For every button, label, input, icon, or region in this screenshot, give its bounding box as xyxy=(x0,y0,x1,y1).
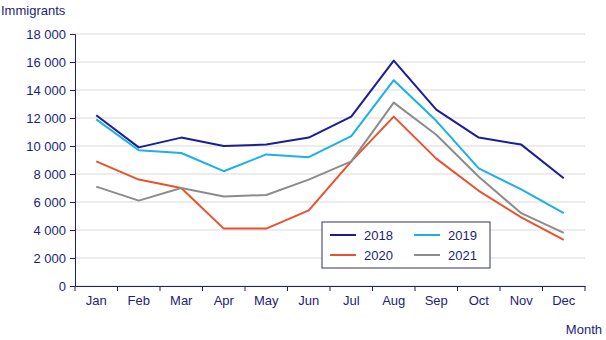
y-tick-label: 2 000 xyxy=(33,251,66,266)
x-tick: Aug xyxy=(382,286,405,308)
y-tick: 2 000 xyxy=(33,251,75,266)
x-tick-label: Jun xyxy=(298,293,319,308)
y-tick: 16 000 xyxy=(26,55,75,70)
y-tick: 8 000 xyxy=(33,167,75,182)
series-line xyxy=(96,117,564,240)
legend-label: 2021 xyxy=(448,248,477,263)
y-tick: 4 000 xyxy=(33,223,75,238)
plot-area: 0 2 000 4 000 6 000 8 000 10 000 12 000 14 000 1… xyxy=(26,27,585,309)
legend-swatch xyxy=(414,254,440,256)
x-tick: Feb xyxy=(128,286,150,308)
lines xyxy=(96,61,564,240)
x-tick: Mar xyxy=(170,286,193,308)
x-boundary-tick xyxy=(372,286,373,291)
y-tick: 14 000 xyxy=(26,83,75,98)
x-tick-label: Apr xyxy=(214,293,235,308)
x-boundary-tick xyxy=(500,286,501,291)
y-tick-mark xyxy=(70,230,75,231)
x-tick: Jul xyxy=(343,286,360,308)
x-boundary-tick xyxy=(202,286,203,291)
x-tick: Nov xyxy=(510,286,534,308)
y-axis: 0 2 000 4 000 6 000 8 000 10 000 12 000 14 000 1… xyxy=(26,27,75,294)
x-tick-label: Oct xyxy=(469,293,490,308)
x-tick: May xyxy=(254,286,279,308)
y-tick-label: 6 000 xyxy=(33,195,66,210)
y-tick-label: 8 000 xyxy=(33,167,66,182)
y-tick: 0 xyxy=(59,279,75,294)
y-tick: 12 000 xyxy=(26,111,75,126)
legend-label: 2019 xyxy=(448,228,477,243)
x-tick-label: Mar xyxy=(170,293,193,308)
x-tick: Jun xyxy=(298,286,319,308)
grid-line xyxy=(75,118,585,119)
x-boundary-tick xyxy=(415,286,416,291)
x-tick-label: Dec xyxy=(552,293,576,308)
y-tick-mark xyxy=(70,118,75,119)
x-boundary-ticks xyxy=(75,286,585,291)
y-tick-mark xyxy=(70,258,75,259)
x-tick-label: Feb xyxy=(128,293,150,308)
x-tick-label: Jan xyxy=(86,293,107,308)
legend-swatch xyxy=(330,254,356,256)
x-boundary-tick xyxy=(245,286,246,291)
y-tick-label: 0 xyxy=(59,279,66,294)
x-tick: Dec xyxy=(552,286,576,308)
legend-item: 2019 xyxy=(414,228,477,243)
x-axis-title: Month xyxy=(566,322,602,337)
legend: 2018 2019 2020 2021 xyxy=(322,222,490,268)
legend-swatch xyxy=(414,234,440,236)
x-boundary-tick xyxy=(457,286,458,291)
x-boundary-tick xyxy=(75,286,76,291)
x-boundary-tick xyxy=(117,286,118,291)
grid xyxy=(75,34,585,286)
legend-item: 2018 xyxy=(330,228,393,243)
y-tick-mark xyxy=(70,34,75,35)
legend-label: 2020 xyxy=(364,248,393,263)
y-tick-mark xyxy=(70,146,75,147)
x-tick: Sep xyxy=(425,286,448,308)
x-tick: Apr xyxy=(214,286,235,308)
legend-item: 2020 xyxy=(330,248,393,263)
y-tick-label: 14 000 xyxy=(26,83,66,98)
grid-line xyxy=(75,90,585,91)
x-boundary-tick xyxy=(330,286,331,291)
series-line xyxy=(96,103,564,233)
y-tick-mark xyxy=(70,90,75,91)
y-tick-mark xyxy=(70,174,75,175)
x-tick-label: Nov xyxy=(510,293,534,308)
x-axis: Jan Feb Mar Apr May Jun Jul Aug Sep Oct Nov Dec xyxy=(75,286,586,308)
legend-label: 2018 xyxy=(364,228,393,243)
y-axis-title: Immigrants xyxy=(1,3,66,18)
x-tick: Jan xyxy=(86,286,107,308)
y-tick-mark xyxy=(70,62,75,63)
y-tick: 6 000 xyxy=(33,195,75,210)
legend-box xyxy=(322,222,490,268)
grid-line xyxy=(75,174,585,175)
y-tick: 10 000 xyxy=(26,139,75,154)
y-tick-mark xyxy=(70,202,75,203)
x-tick-label: Jul xyxy=(343,293,360,308)
grid-line xyxy=(75,62,585,63)
x-tick-label: May xyxy=(254,293,279,308)
x-tick-label: Aug xyxy=(382,293,405,308)
x-boundary-tick xyxy=(585,286,586,291)
y-tick: 18 000 xyxy=(26,27,75,42)
x-boundary-tick xyxy=(160,286,161,291)
y-tick-label: 12 000 xyxy=(26,111,66,126)
y-tick-label: 18 000 xyxy=(26,27,66,42)
y-axis-line xyxy=(70,35,76,287)
grid-line xyxy=(75,34,585,35)
chart: 0 2 000 4 000 6 000 8 000 10 000 12 000 14 000 1… xyxy=(0,0,606,340)
y-tick-label: 4 000 xyxy=(33,223,66,238)
y-tick-label: 10 000 xyxy=(26,139,66,154)
legend-item: 2021 xyxy=(414,248,477,263)
x-tick: Oct xyxy=(469,286,490,308)
x-tick-label: Sep xyxy=(425,293,448,308)
x-boundary-tick xyxy=(542,286,543,291)
legend-swatch xyxy=(330,234,356,236)
x-boundary-tick xyxy=(287,286,288,291)
series-line xyxy=(96,61,564,179)
y-tick-mark xyxy=(70,286,75,287)
y-tick-label: 16 000 xyxy=(26,55,66,70)
